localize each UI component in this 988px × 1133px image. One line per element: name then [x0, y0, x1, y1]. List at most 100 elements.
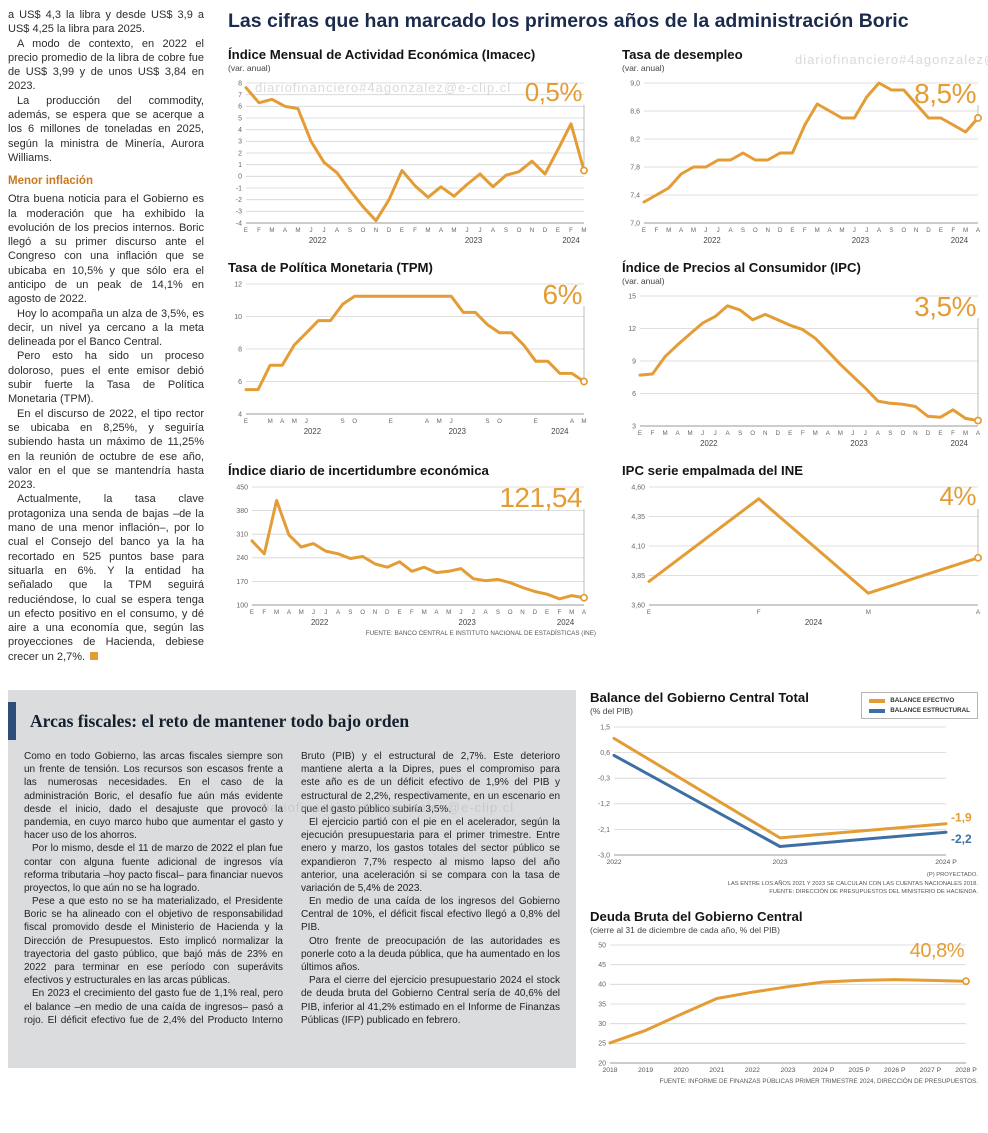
- svg-text:3,60: 3,60: [631, 602, 645, 609]
- svg-text:J: J: [851, 430, 854, 437]
- chart-title: Tasa de Política Monetaria (TPM): [228, 260, 433, 275]
- svg-text:2023: 2023: [772, 859, 787, 866]
- svg-text:A: A: [679, 227, 684, 234]
- svg-text:3: 3: [238, 139, 242, 146]
- svg-text:2024: 2024: [562, 236, 580, 245]
- chart-subtitle: (var. anual): [622, 276, 665, 286]
- accent-bar: [8, 702, 16, 740]
- ipc-ine-chart: 4,60 4,35 4,10 3,85 3,60E F M A 2024 4%: [631, 481, 982, 627]
- svg-text:S: S: [348, 227, 352, 234]
- svg-text:M: M: [666, 227, 671, 234]
- legend-item-estructural: BALANCE ESTRUCTURAL: [869, 707, 970, 714]
- svg-text:45: 45: [598, 962, 606, 969]
- svg-text:M: M: [839, 227, 844, 234]
- svg-text:2023: 2023: [465, 236, 482, 245]
- svg-text:4,10: 4,10: [631, 543, 645, 550]
- svg-text:J: J: [309, 227, 312, 234]
- svg-text:2024: 2024: [551, 427, 569, 436]
- svg-text:F: F: [558, 609, 562, 616]
- svg-text:M: M: [815, 227, 820, 234]
- svg-text:7,0: 7,0: [630, 220, 640, 227]
- svg-text:M: M: [295, 227, 300, 234]
- chart-title: Tasa de desempleo: [622, 47, 743, 62]
- svg-text:S: S: [504, 227, 508, 234]
- svg-text:100: 100: [236, 602, 248, 609]
- article-body: Otra buena noticia para el Gobierno es l…: [8, 192, 204, 664]
- svg-text:E: E: [244, 227, 248, 234]
- svg-text:E: E: [939, 227, 943, 234]
- svg-text:-4: -4: [236, 220, 242, 227]
- svg-text:O: O: [352, 418, 357, 425]
- balance-titles: Balance del Gobierno Central Total (% de…: [590, 690, 809, 718]
- svg-text:S: S: [741, 227, 745, 234]
- svg-text:S: S: [341, 418, 345, 425]
- svg-text:M: M: [569, 609, 574, 616]
- svg-text:O: O: [361, 227, 366, 234]
- svg-text:50: 50: [598, 942, 606, 949]
- svg-text:8,5%: 8,5%: [914, 78, 976, 109]
- svg-text:M: M: [446, 609, 451, 616]
- svg-text:F: F: [757, 609, 761, 616]
- svg-text:M: M: [274, 609, 279, 616]
- svg-text:F: F: [410, 609, 414, 616]
- svg-text:E: E: [790, 227, 794, 234]
- svg-text:A: A: [434, 609, 439, 616]
- svg-text:O: O: [508, 609, 513, 616]
- svg-text:N: N: [914, 227, 918, 234]
- svg-text:F: F: [951, 430, 955, 437]
- svg-text:40,8%: 40,8%: [910, 940, 965, 962]
- chart-subtitle: (cierre al 31 de diciembre de cada año, …: [590, 925, 780, 936]
- svg-text:M: M: [581, 227, 586, 234]
- chart-source: FUENTE: BANCO CENTRAL E INSTITUTO NACION…: [365, 630, 596, 637]
- svg-text:E: E: [938, 430, 942, 437]
- svg-text:10: 10: [234, 314, 242, 321]
- svg-text:2023: 2023: [459, 618, 476, 627]
- svg-text:A: A: [826, 430, 831, 437]
- svg-text:8,2: 8,2: [630, 136, 640, 143]
- box-title: Arcas fiscales: el reto de mantener todo…: [30, 710, 410, 731]
- bottom-right-column: Balance del Gobierno Central Total (% de…: [590, 690, 978, 1085]
- svg-text:4,60: 4,60: [631, 484, 645, 491]
- end-of-article-icon: [90, 651, 99, 660]
- svg-text:F: F: [803, 227, 807, 234]
- svg-text:S: S: [888, 430, 892, 437]
- svg-text:0,6: 0,6: [600, 750, 610, 757]
- svg-text:M: M: [422, 609, 427, 616]
- paragraph: Por lo mismo, desde el 11 de marzo de 20…: [24, 843, 283, 894]
- svg-text:N: N: [763, 430, 767, 437]
- chart-notes: (P) PROYECTADO. LAS ENTRE LOS AÑOS 2021 Y…: [590, 871, 978, 897]
- svg-text:A: A: [425, 418, 430, 425]
- svg-text:A: A: [484, 609, 489, 616]
- paragraph: FUENTE: DIRECCIÓN DE PRESUPUESTOS DEL MI…: [769, 889, 978, 896]
- svg-text:2023: 2023: [852, 236, 869, 245]
- svg-text:A: A: [280, 418, 285, 425]
- svg-text:D: D: [778, 227, 783, 234]
- svg-text:A: A: [335, 227, 340, 234]
- svg-text:F: F: [651, 430, 655, 437]
- paragraph: Pese a que esto no se ha materializado, …: [24, 896, 283, 987]
- svg-text:E: E: [397, 609, 401, 616]
- box-text: Como en todo Gobierno, las arcas fiscale…: [24, 750, 560, 1027]
- svg-text:2024: 2024: [557, 618, 575, 627]
- legend-item-efectivo: BALANCE EFECTIVO: [869, 697, 970, 704]
- svg-text:2026 P: 2026 P: [884, 1067, 906, 1074]
- svg-text:E: E: [389, 418, 393, 425]
- svg-text:F: F: [654, 227, 658, 234]
- svg-text:F: F: [569, 227, 573, 234]
- svg-text:8,6: 8,6: [630, 108, 640, 115]
- svg-text:3: 3: [632, 423, 636, 430]
- svg-text:J: J: [701, 430, 704, 437]
- svg-text:-1: -1: [236, 185, 242, 192]
- svg-text:A: A: [491, 227, 496, 234]
- svg-text:E: E: [638, 430, 642, 437]
- svg-text:M: M: [963, 430, 968, 437]
- svg-text:J: J: [717, 227, 720, 234]
- svg-text:3,85: 3,85: [631, 573, 645, 580]
- svg-text:9,0: 9,0: [630, 80, 640, 87]
- chart-block-imacec: Índice Mensual de Actividad Económica (I…: [228, 47, 596, 247]
- svg-text:121,54: 121,54: [499, 482, 582, 513]
- svg-text:J: J: [459, 609, 462, 616]
- svg-text:E: E: [642, 227, 646, 234]
- svg-text:M: M: [299, 609, 304, 616]
- svg-text:-3,0: -3,0: [598, 852, 610, 859]
